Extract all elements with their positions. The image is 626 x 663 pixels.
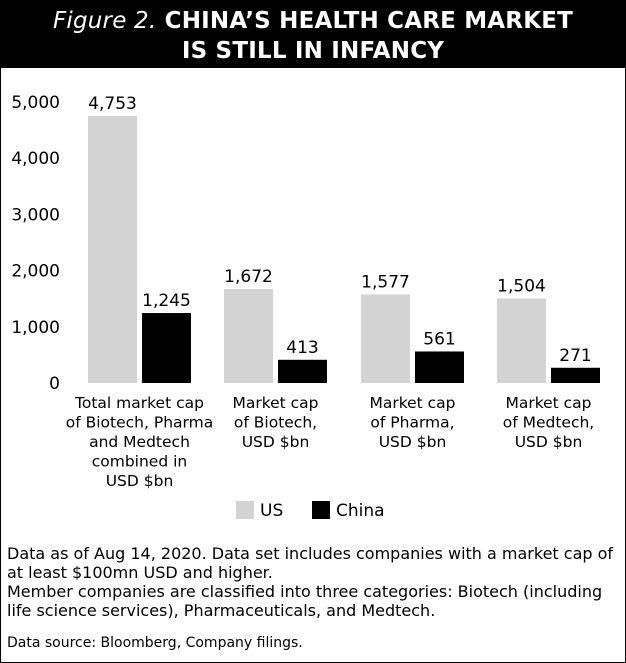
y-tick-label: 4,000: [11, 149, 60, 169]
bar-china-4: [551, 367, 600, 383]
chart-notes: Data as of Aug 14, 2020. Data set includ…: [7, 544, 619, 620]
value-label: 1,672: [224, 267, 273, 287]
title-line-2: IS STILL IN INFANCY: [181, 38, 445, 64]
bars: [88, 115, 600, 383]
category-label: Total market cap of Biotech, Pharma and Me…: [66, 394, 213, 490]
y-tick-label: 5,000: [11, 93, 60, 113]
note-categories: Member companies are classified into thr…: [7, 582, 603, 620]
bar-us-4: [497, 298, 546, 383]
x-axis-labels: Total market cap of Biotech, Pharma and Me…: [66, 394, 595, 490]
title-line-1: Figure 2. CHINA’S HEALTH CARE MARKET: [1, 7, 625, 35]
legend: US China: [236, 501, 385, 521]
value-label: 1,577: [361, 272, 410, 292]
bar-china-1: [142, 313, 191, 383]
y-tick-label: 1,000: [11, 318, 60, 338]
figure-label: Figure 2.: [52, 8, 157, 34]
value-label: 4,753: [88, 94, 137, 114]
value-label: 561: [423, 329, 455, 349]
data-source: Data source: Bloomberg, Company filings.: [7, 635, 303, 651]
title-text-1: CHINA’S HEALTH CARE MARKET: [164, 8, 574, 34]
bar-china-3: [415, 351, 464, 383]
y-tick-label: 0: [49, 374, 60, 394]
bar-chart: 0 1,000 2,000 3,000 4,000 5,000 4,753 1,672 1,5…: [11, 93, 600, 521]
y-axis: 0 1,000 2,000 3,000 4,000 5,000: [11, 93, 60, 394]
value-labels: 4,753 1,672 1,577 1,504 1,245 413 561 271: [88, 94, 592, 366]
bar-us-1: [88, 115, 137, 383]
y-tick-label: 2,000: [11, 262, 60, 282]
bar-us-3: [361, 294, 410, 383]
bar-us-2: [224, 289, 273, 383]
value-label: 1,504: [497, 276, 546, 296]
y-tick-label: 3,000: [11, 205, 60, 225]
category-label: Market cap of Pharma, USD $bn: [369, 394, 455, 451]
legend-label-china: China: [336, 501, 385, 521]
category-label: Market cap of Medtech, USD $bn: [503, 394, 595, 451]
value-label: 271: [559, 346, 591, 366]
note-data-date: Data as of Aug 14, 2020. Data set includ…: [7, 544, 614, 582]
value-label: 1,245: [142, 291, 191, 311]
legend-swatch-china: [312, 501, 330, 519]
legend-swatch-us: [236, 501, 254, 519]
category-label: Market cap of Biotech, USD $bn: [232, 394, 318, 451]
value-label: 413: [286, 338, 318, 358]
bar-china-2: [278, 359, 327, 383]
legend-label-us: US: [260, 501, 283, 521]
figure-header: Figure 2. CHINA’S HEALTH CARE MARKET IS …: [1, 1, 625, 68]
